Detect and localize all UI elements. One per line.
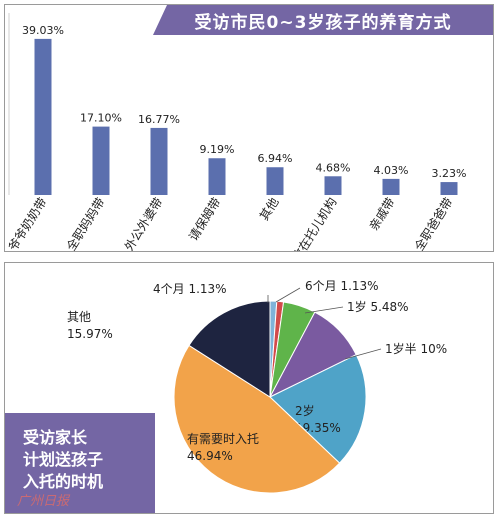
bar-value-label-7: 3.23% [432, 167, 467, 180]
pie-slice-6 [188, 300, 271, 398]
bar-7 [440, 182, 458, 195]
pie-label-4-line-0: 2岁 [295, 403, 315, 418]
pie-label-5-line-1: 46.94% [187, 449, 233, 463]
pie-label-1: 6个月 1.13% [305, 279, 379, 293]
bar-category-label-5: 放在托儿机构 [289, 195, 340, 251]
bar-0 [34, 38, 52, 195]
bar-value-label-6: 4.03% [374, 164, 409, 177]
bar-value-label-5: 4.68% [316, 161, 351, 174]
pie-label-0: 4个月 1.13% [153, 282, 227, 296]
bar-value-label-4: 6.94% [258, 152, 293, 165]
bar-value-label-3: 9.19% [200, 143, 235, 156]
pie-leader-line-1 [275, 287, 301, 303]
pie-leader-line-3 [344, 348, 382, 360]
pie-label-6-line-0: 其他 [67, 310, 91, 324]
pie-chart-panel: 4个月 1.13% 6个月 1.13% 1岁 5.48% 1岁半 10% 2岁 19.35… [4, 262, 494, 514]
pie-slice-5 [173, 344, 341, 494]
bar-category-label-3: 请保姆带 [186, 195, 223, 243]
bar-chart: 39.03% 爷爷奶奶带 17.10% 全职妈妈带 16.77% 外公外婆带 9.19% 请保… [6, 13, 467, 251]
bar-category-label-1: 全职妈妈带 [63, 195, 108, 251]
bar-2 [150, 127, 168, 195]
bar-category-label-6: 亲戚带 [367, 195, 398, 233]
bar-value-label-1: 17.10% [80, 112, 122, 125]
bar-3 [208, 158, 226, 195]
bar-chart-title: 受访市民0~3岁孩子的养育方式 [153, 5, 493, 35]
bar-chart-panel: 受访市民0~3岁孩子的养育方式 39.03% 爷爷奶奶带 17.10% 全职妈妈带 16… [4, 4, 494, 252]
bar-category-label-4: 其他 [257, 195, 282, 223]
pie-chart-title: 受访家长 计划送孩子 入托的时机 [5, 413, 155, 513]
pie-chart: 4个月 1.13% 6个月 1.13%1岁 5.48%1岁半 10%2岁19.35… [67, 279, 447, 494]
bar-value-label-2: 16.77% [138, 113, 180, 126]
pie-leader-line-2 [304, 306, 344, 314]
pie-slice-4 [269, 354, 367, 464]
pie-title-line-3: 入托的时机 [23, 472, 104, 491]
pie-label-5-line-0: 有需要时入托 [187, 432, 259, 446]
bar-6 [382, 178, 400, 195]
pie-title-line-1: 受访家长 [23, 428, 88, 447]
bar-5 [324, 176, 342, 195]
pie-label-6-line-1: 15.97% [67, 327, 113, 341]
bar-value-label-0: 39.03% [22, 24, 64, 37]
pie-label-3: 1岁半 10% [385, 341, 447, 356]
bar-category-label-0: 爷爷奶奶带 [6, 195, 50, 251]
bar-4 [266, 167, 284, 195]
bar-category-label-2: 外公外婆带 [122, 195, 166, 251]
bar-category-label-7: 全职爸爸带 [411, 195, 456, 251]
pie-label-2: 1岁 5.48% [347, 299, 409, 314]
pie-title-line-2: 计划送孩子 [23, 450, 104, 469]
watermark-logo: 广州日报 [17, 494, 70, 509]
bar-1 [92, 126, 110, 195]
